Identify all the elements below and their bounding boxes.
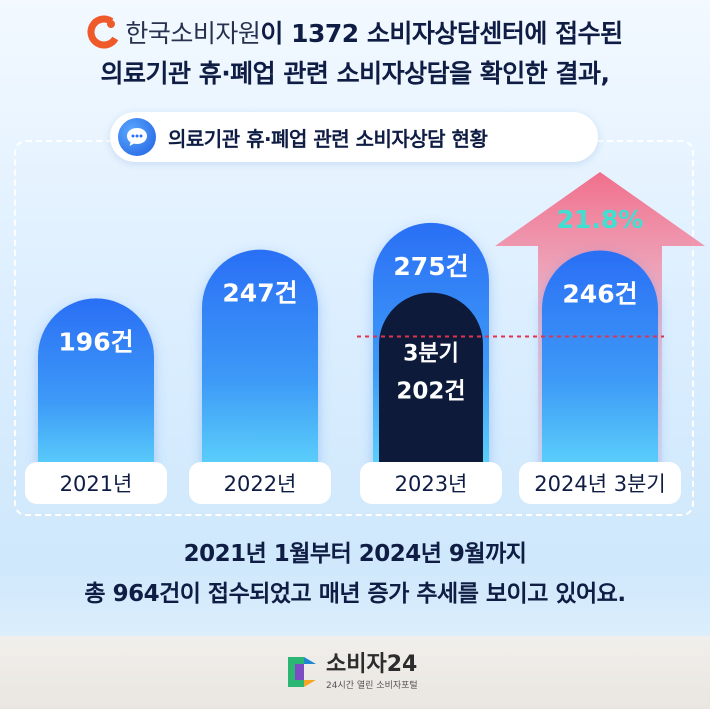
category-label-2023년: 2023년: [395, 472, 468, 496]
value-label-2022년: 247건: [222, 279, 297, 308]
category-pill-2023년: [360, 462, 502, 504]
overlay-label-quarter: 3분기: [403, 342, 459, 367]
bar-2022년: [202, 249, 318, 486]
footer-line-2: 총 964건이 접수되었고 매년 증가 추세를 보이고 있어요.: [0, 574, 710, 608]
footer-period-text: 2021년 1월부터 2024년 9월까지: [183, 541, 527, 567]
overlay-label-value: 202건: [396, 379, 465, 405]
subtitle-pill: 의료기관 휴·폐업 관련 소비자상담 현황: [110, 112, 598, 162]
category-label-2022년: 2022년: [224, 472, 297, 496]
consumer24-logo-icon: [288, 657, 316, 687]
category-pill-2022년: [189, 462, 331, 504]
header-line-1-text: 이 1372 소비자상담센터에 접수된: [260, 19, 623, 48]
brand-logo: 소비자24 24시간 열린 소비자포털: [282, 653, 418, 691]
footer-band: [0, 636, 710, 709]
value-label-2024년-3분기: 246건: [562, 280, 637, 309]
overlay-bar-2023-q3: [379, 292, 483, 486]
category-label-2021년: 2021년: [60, 472, 133, 496]
header-line-1: 한국소비자원이 1372 소비자상담센터에 접수된: [0, 14, 710, 54]
brand-name: 소비자24: [326, 651, 418, 677]
category-pill-2024년-3분기: [519, 462, 681, 504]
value-label-2023년: 275건: [393, 252, 468, 281]
kca-logo-icon: [87, 15, 121, 49]
chart-subtitle: 의료기관 휴·폐업 관련 소비자상담 현황: [168, 126, 488, 151]
growth-label: 21.8%: [557, 205, 644, 234]
chat-bubble-icon: [118, 118, 156, 156]
header-line-2: 의료기관 휴·폐업 관련 소비자상담을 확인한 결과,: [100, 59, 610, 88]
footer-line-1: 2021년 1월부터 2024년 9월까지: [0, 534, 710, 568]
bar-2021년: [38, 298, 154, 486]
category-label-2024년-3분기: 2024년 3분기: [534, 472, 665, 496]
value-label-2021년: 196건: [58, 327, 133, 356]
bar-2024년-3분기: [542, 250, 658, 486]
brand-tagline: 24시간 열린 소비자포털: [326, 680, 418, 691]
org-name: 한국소비자원: [125, 19, 261, 48]
footer-highlight: 총 964건이 접수되었고 매년 증가 추세: [84, 574, 458, 608]
footer-summary: 총 964건이 접수되었고 매년 증가 추세를 보이고 있어요.: [84, 581, 626, 607]
header: 한국소비자원이 1372 소비자상담센터에 접수된 의료기관 휴·폐업 관련 소…: [0, 14, 710, 94]
bar-chart: 3분기 202건 196건 247건 275건 246건 21.8% 2021년 2022년…: [25, 172, 705, 504]
category-pill-2021년: [25, 462, 167, 504]
footer-summary-rest: 를 보이고 있어요.: [457, 581, 626, 607]
